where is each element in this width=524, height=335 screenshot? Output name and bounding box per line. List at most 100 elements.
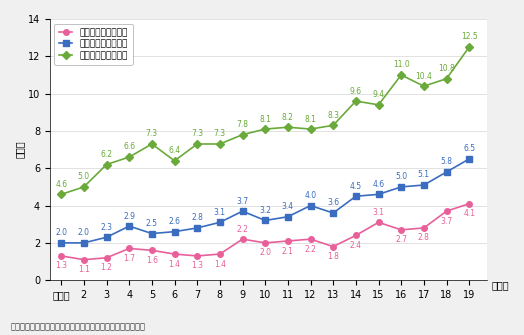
Text: 8.1: 8.1 [304, 115, 316, 124]
Text: 6.5: 6.5 [463, 144, 475, 153]
民間企業の課長相当 [330, 211, 336, 215]
Text: 5.0: 5.0 [78, 172, 90, 181]
Text: 8.3: 8.3 [327, 111, 339, 120]
Text: 2.8: 2.8 [418, 233, 430, 243]
Text: 2.2: 2.2 [304, 245, 316, 254]
Text: 1.3: 1.3 [191, 262, 203, 270]
Text: 3.7: 3.7 [236, 197, 248, 206]
民間企業の係長相当 [330, 123, 336, 127]
Text: 4.0: 4.0 [304, 191, 316, 200]
Text: 4.1: 4.1 [463, 209, 475, 218]
Text: 10.4: 10.4 [416, 72, 432, 81]
民間企業の係長相当 [353, 99, 359, 103]
Text: 2.0: 2.0 [55, 228, 67, 237]
民間企業の係長相当 [443, 77, 450, 81]
Text: 2.0: 2.0 [259, 249, 271, 257]
民間企業の部長相当 [398, 228, 405, 232]
Text: 7.3: 7.3 [146, 129, 158, 138]
Text: 4.6: 4.6 [55, 180, 67, 189]
民間企業の係長相当 [217, 142, 223, 146]
Text: 1.4: 1.4 [214, 260, 226, 269]
民間企業の課長相当 [285, 215, 291, 219]
民間企業の部長相当 [149, 248, 155, 252]
Text: （備考）　厚生労働省「賃金構造基本統計調査」より作成。: （備考） 厚生労働省「賃金構造基本統計調査」より作成。 [10, 323, 146, 332]
民間企業の係長相当 [262, 127, 268, 131]
Text: 6.2: 6.2 [101, 150, 113, 159]
民間企業の課長相当 [126, 224, 133, 228]
民間企業の部長相当 [308, 237, 314, 241]
Text: 2.2: 2.2 [237, 224, 248, 233]
民間企業の部長相当 [262, 241, 268, 245]
Text: 9.4: 9.4 [373, 90, 385, 99]
民間企業の課長相当 [375, 192, 381, 196]
民間企業の部長相当 [353, 233, 359, 238]
Text: 3.1: 3.1 [214, 208, 226, 217]
Line: 民間企業の係長相当: 民間企業の係長相当 [59, 44, 472, 197]
民間企業の係長相当 [398, 73, 405, 77]
民間企業の部長相当 [103, 256, 110, 260]
民間企業の係長相当 [126, 155, 133, 159]
Text: 2.6: 2.6 [169, 217, 181, 226]
民間企業の課長相当 [421, 183, 427, 187]
Text: 4.6: 4.6 [373, 180, 385, 189]
民間企業の課長相当 [308, 204, 314, 208]
Text: （年）: （年） [492, 280, 509, 290]
民間企業の係長相当 [58, 192, 64, 196]
民間企業の課長相当 [81, 241, 87, 245]
Text: 12.5: 12.5 [461, 32, 477, 42]
Text: 7.8: 7.8 [236, 120, 248, 129]
Text: 5.8: 5.8 [441, 157, 453, 166]
Text: 2.3: 2.3 [101, 223, 113, 232]
Text: 5.0: 5.0 [395, 172, 407, 181]
民間企業の係長相当 [194, 142, 200, 146]
民間企業の課長相当 [194, 226, 200, 230]
Text: 5.1: 5.1 [418, 171, 430, 180]
Text: 1.4: 1.4 [169, 260, 181, 269]
Text: 10.8: 10.8 [438, 64, 455, 73]
民間企業の部長相当 [443, 209, 450, 213]
Text: 1.8: 1.8 [328, 252, 339, 261]
民間企業の部長相当 [194, 254, 200, 258]
Line: 民間企業の部長相当: 民間企業の部長相当 [59, 201, 472, 262]
民間企業の課長相当 [466, 157, 472, 161]
民間企業の係長相当 [103, 162, 110, 166]
Text: 3.4: 3.4 [282, 202, 294, 211]
民間企業の課長相当 [149, 231, 155, 236]
Text: 11.0: 11.0 [393, 60, 410, 69]
Text: 2.4: 2.4 [350, 241, 362, 250]
民間企業の部長相当 [421, 226, 427, 230]
Text: 2.0: 2.0 [78, 228, 90, 237]
民間企業の係長相当 [171, 159, 178, 163]
Text: 3.7: 3.7 [441, 217, 453, 226]
民間企業の係長相当 [421, 84, 427, 88]
民間企業の課長相当 [103, 235, 110, 239]
Text: 1.1: 1.1 [78, 265, 90, 274]
Text: 1.7: 1.7 [123, 254, 135, 263]
Text: 2.7: 2.7 [395, 236, 407, 244]
Text: 2.9: 2.9 [123, 211, 135, 220]
民間企業の部長相当 [330, 245, 336, 249]
民間企業の係長相当 [466, 45, 472, 49]
Text: 6.6: 6.6 [123, 142, 135, 151]
民間企業の課長相当 [239, 209, 246, 213]
Text: 2.1: 2.1 [282, 247, 294, 256]
Text: 2.5: 2.5 [146, 219, 158, 228]
民間企業の部長相当 [239, 237, 246, 241]
Text: 7.3: 7.3 [191, 129, 203, 138]
Text: 9.6: 9.6 [350, 86, 362, 95]
民間企業の係長相当 [308, 127, 314, 131]
Line: 民間企業の課長相当: 民間企業の課長相当 [59, 156, 472, 246]
民間企業の係長相当 [149, 142, 155, 146]
民間企業の部長相当 [126, 247, 133, 251]
Text: 1.2: 1.2 [101, 263, 113, 272]
民間企業の部長相当 [375, 220, 381, 224]
民間企業の係長相当 [285, 125, 291, 129]
Text: 4.5: 4.5 [350, 182, 362, 191]
Text: 6.4: 6.4 [169, 146, 181, 155]
Text: 7.3: 7.3 [214, 129, 226, 138]
Text: 3.2: 3.2 [259, 206, 271, 215]
Text: 3.1: 3.1 [373, 208, 385, 217]
民間企業の係長相当 [375, 103, 381, 107]
民間企業の部長相当 [217, 252, 223, 256]
民間企業の課長相当 [353, 194, 359, 198]
